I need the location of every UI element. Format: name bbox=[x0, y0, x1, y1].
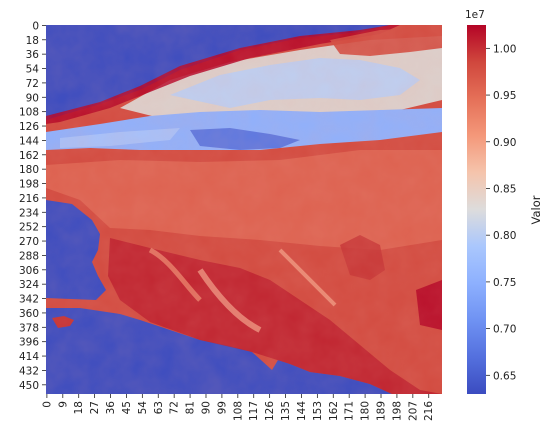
colorbar-gradient bbox=[467, 25, 486, 394]
x-tick-label: 189 bbox=[376, 401, 388, 421]
x-tick-label: 180 bbox=[360, 401, 372, 421]
y-tick-label: 90 bbox=[26, 92, 39, 104]
x-tick-label: 81 bbox=[185, 401, 197, 414]
x-tick-label: 144 bbox=[296, 401, 308, 421]
colorbar-tick-label: 0.85 bbox=[493, 183, 516, 195]
y-axis: 0 18 36 54 72 90 108 126 144 162 180 198 216 234 252 27… bbox=[19, 20, 46, 392]
y-tick-label: 270 bbox=[19, 236, 39, 248]
y-tick-label: 108 bbox=[19, 107, 39, 119]
y-tick-label: 126 bbox=[19, 121, 39, 133]
y-tick-label: 450 bbox=[19, 380, 39, 392]
x-tick-label: 153 bbox=[312, 401, 324, 421]
x-tick-label: 171 bbox=[344, 401, 356, 421]
x-tick-label: 54 bbox=[137, 401, 149, 415]
y-tick-label: 342 bbox=[19, 294, 39, 306]
y-tick-label: 396 bbox=[19, 337, 39, 349]
colorbar-tick-label: 0.70 bbox=[493, 324, 516, 336]
y-tick-label: 234 bbox=[19, 207, 39, 219]
colorbar-tick-label: 0.80 bbox=[493, 230, 516, 242]
colorbar-tick-label: 0.95 bbox=[493, 90, 516, 102]
colorbar: 1e7 0.65 0.70 0.75 0.80 0.85 0.90 0.95 1.00 Val… bbox=[465, 9, 543, 394]
x-tick-label: 63 bbox=[153, 401, 165, 414]
x-tick-label: 117 bbox=[248, 401, 260, 421]
y-tick-label: 180 bbox=[19, 164, 39, 176]
x-tick-label: 99 bbox=[216, 401, 228, 414]
x-tick-label: 90 bbox=[200, 401, 212, 414]
y-tick-label: 144 bbox=[19, 135, 39, 147]
x-tick-label: 36 bbox=[105, 401, 117, 415]
x-tick-label: 207 bbox=[407, 401, 419, 421]
y-tick-label: 432 bbox=[19, 365, 39, 377]
x-tick-label: 9 bbox=[57, 401, 69, 408]
x-tick-label: 18 bbox=[73, 401, 85, 414]
colorbar-tick-label: 0.65 bbox=[493, 370, 516, 382]
x-tick-label: 108 bbox=[232, 401, 244, 421]
y-tick-label: 198 bbox=[19, 179, 39, 191]
colorbar-tick-label: 1.00 bbox=[493, 43, 516, 55]
x-axis: 0 9 18 27 36 45 54 63 72 81 90 99 108 117 126 135 144 153… bbox=[41, 394, 435, 421]
y-tick-label: 306 bbox=[19, 265, 39, 277]
x-tick-label: 135 bbox=[280, 401, 292, 421]
y-tick-label: 360 bbox=[19, 308, 39, 320]
y-tick-label: 0 bbox=[32, 20, 39, 32]
y-tick-label: 216 bbox=[19, 193, 39, 205]
x-tick-label: 45 bbox=[121, 401, 133, 414]
y-tick-label: 54 bbox=[26, 64, 40, 76]
x-tick-label: 126 bbox=[264, 401, 276, 421]
colorbar-multiplier: 1e7 bbox=[465, 9, 485, 21]
colorbar-ticks: 0.65 0.70 0.75 0.80 0.85 0.90 0.95 1.00 bbox=[486, 43, 516, 382]
x-tick-label: 216 bbox=[423, 401, 435, 421]
x-tick-label: 72 bbox=[169, 401, 181, 414]
y-tick-label: 162 bbox=[19, 150, 39, 162]
y-tick-label: 288 bbox=[19, 250, 39, 262]
y-tick-label: 378 bbox=[19, 322, 39, 334]
x-tick-label: 0 bbox=[41, 401, 53, 408]
heatmap-texture bbox=[46, 25, 442, 394]
x-tick-label: 27 bbox=[89, 401, 101, 414]
y-tick-label: 36 bbox=[26, 49, 40, 61]
y-tick-label: 414 bbox=[19, 351, 39, 363]
y-tick-label: 252 bbox=[19, 222, 39, 234]
colorbar-label: Valor bbox=[529, 195, 543, 224]
heatmap-image bbox=[46, 25, 442, 394]
colorbar-tick-label: 0.90 bbox=[493, 137, 516, 149]
x-tick-label: 198 bbox=[391, 401, 403, 421]
x-tick-label: 162 bbox=[328, 401, 340, 421]
colorbar-tick-label: 0.75 bbox=[493, 277, 516, 289]
y-tick-label: 72 bbox=[26, 78, 39, 90]
y-tick-label: 324 bbox=[19, 279, 39, 291]
y-tick-label: 18 bbox=[26, 35, 39, 47]
